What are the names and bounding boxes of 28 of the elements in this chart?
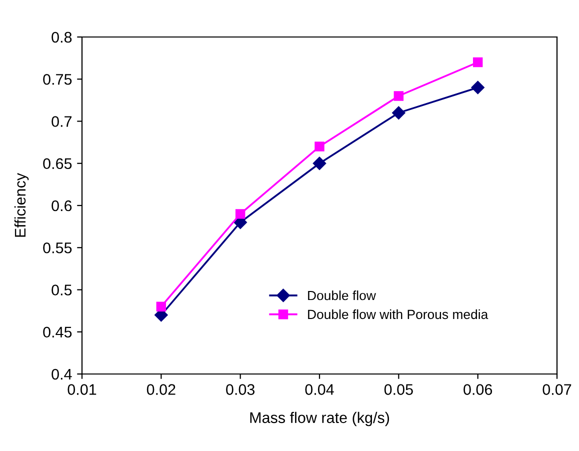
x-tick-label: 0.03 [226,384,255,395]
point [314,142,324,152]
point [156,302,166,312]
legend-label: Double flow with Porous media [308,309,488,320]
y-tick-label: 0.6 [52,200,72,212]
x-tick-label: 0.04 [305,384,334,395]
x-tick-label: 0.02 [146,384,176,395]
y-tick-label: 0.7 [52,116,72,127]
point [472,57,483,68]
y-tick-label: 0.55 [43,242,72,254]
y-tick-label: 0.5 [52,284,72,296]
x-tick-label: 0.06 [464,384,492,395]
point [471,80,484,94]
y-tick-label: 0.75 [43,74,72,85]
x-tick-label: 0.05 [384,384,413,395]
x-tick-label: 0.07 [542,384,572,395]
y-tick-label: 0.8 [52,32,72,43]
legend-label: Double flow [308,290,376,300]
y-tick-label: 0.45 [43,326,72,338]
x-axis-title: Mass flow rate (kg/s) [250,412,390,426]
point [394,91,404,101]
point [235,209,246,219]
y-tick-label: 0.4 [52,368,72,380]
point [312,156,326,170]
y-tick-label: 0.65 [43,158,72,170]
point [392,106,406,120]
x-tick-label: 0.01 [68,384,96,395]
y-axis-title: Efficiency [14,172,29,237]
